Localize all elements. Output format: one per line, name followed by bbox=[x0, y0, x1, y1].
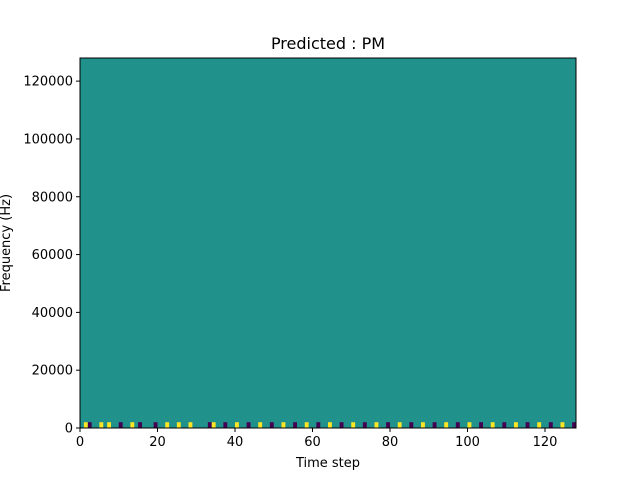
x-tick-label: 0 bbox=[76, 435, 84, 450]
chart-title: Predicted : PM bbox=[271, 34, 385, 53]
heatmap-cell bbox=[328, 422, 332, 428]
heatmap-cell bbox=[83, 422, 88, 428]
heatmap-cell bbox=[258, 422, 263, 428]
heatmap-cell bbox=[560, 422, 565, 428]
heatmap-cell bbox=[87, 422, 92, 428]
heatmap-cell bbox=[409, 422, 414, 428]
heatmap-cell bbox=[548, 422, 553, 428]
x-tick-label: 120 bbox=[533, 435, 558, 450]
heatmap-cell bbox=[118, 422, 123, 428]
heatmap-cell bbox=[467, 422, 472, 428]
heatmap-cell bbox=[138, 422, 142, 428]
heatmap-cell bbox=[223, 422, 228, 428]
heatmap-cell bbox=[99, 422, 104, 428]
heatmap-cell bbox=[130, 422, 135, 428]
heatmap-cell bbox=[176, 422, 181, 428]
x-tick-label: 20 bbox=[149, 435, 166, 450]
y-tick-label: 120000 bbox=[23, 75, 73, 90]
heatmap-cell bbox=[351, 422, 356, 428]
x-tick-label: 100 bbox=[455, 435, 480, 450]
y-axis-label: Frequency (Hz) bbox=[0, 194, 14, 292]
x-axis-label: Time step bbox=[295, 456, 360, 471]
heatmap-cell bbox=[246, 422, 251, 428]
heatmap-cell bbox=[374, 422, 379, 428]
plot-frame bbox=[79, 57, 577, 429]
heatmap-cell bbox=[490, 422, 495, 428]
heatmap-cell bbox=[502, 422, 507, 428]
y-tick-label: 100000 bbox=[23, 132, 73, 147]
heatmap-cell bbox=[514, 422, 518, 428]
x-tick-label: 80 bbox=[382, 435, 399, 450]
heatmap-background bbox=[80, 58, 576, 428]
heatmap-cell bbox=[165, 422, 170, 428]
plot-area bbox=[79, 57, 577, 429]
x-axis: 0 20 40 60 80 100 120 bbox=[76, 428, 558, 450]
heatmap-cell bbox=[362, 422, 367, 428]
heatmap-cell bbox=[386, 422, 390, 428]
heatmap-cell bbox=[207, 422, 212, 428]
heatmap-cell bbox=[293, 422, 297, 428]
heatmap-cell bbox=[432, 422, 437, 428]
heatmap-cell bbox=[107, 422, 111, 428]
y-tick-label: 0 bbox=[65, 422, 73, 437]
heatmap-cell bbox=[188, 422, 193, 428]
heatmap-cell bbox=[455, 422, 460, 428]
heatmap-cell bbox=[269, 422, 274, 428]
heatmap-cell bbox=[316, 422, 321, 428]
heatmap-cell bbox=[421, 422, 425, 428]
heatmap-cell bbox=[525, 422, 530, 428]
heatmap-cell bbox=[537, 422, 542, 428]
heatmap-cells bbox=[83, 422, 576, 428]
heatmap-cell bbox=[339, 422, 344, 428]
heatmap-cell bbox=[304, 422, 309, 428]
y-tick-label: 40000 bbox=[32, 306, 73, 321]
y-tick-label: 60000 bbox=[32, 248, 73, 263]
y-tick-label: 20000 bbox=[32, 364, 73, 379]
heatmap-cell bbox=[211, 422, 216, 428]
heatmap-cell bbox=[444, 422, 449, 428]
heatmap-cell bbox=[153, 422, 158, 428]
x-tick-label: 40 bbox=[227, 435, 244, 450]
heatmap-cell bbox=[235, 422, 239, 428]
y-axis: 0 20000 40000 60000 80000 100000 120000 bbox=[23, 75, 80, 437]
heatmap-cell bbox=[572, 422, 576, 428]
heatmap-cell bbox=[397, 422, 402, 428]
heatmap-cell bbox=[479, 422, 483, 428]
x-tick-label: 60 bbox=[304, 435, 321, 450]
y-tick-label: 80000 bbox=[32, 190, 73, 205]
heatmap-cell bbox=[281, 422, 286, 428]
